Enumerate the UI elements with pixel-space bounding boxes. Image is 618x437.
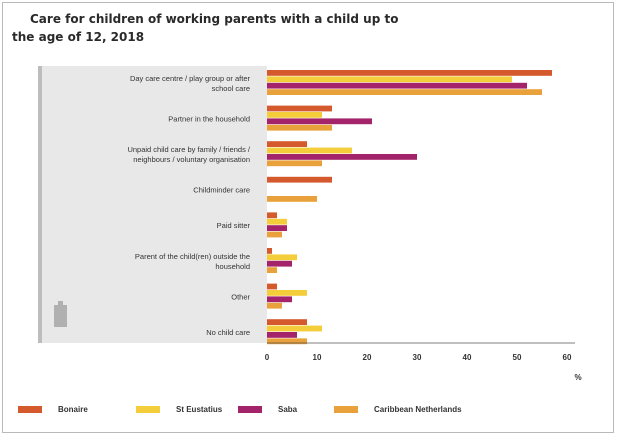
bar-caribbean-netherlands bbox=[267, 267, 277, 273]
bar-caribbean-netherlands bbox=[267, 124, 332, 131]
bar-bonaire bbox=[267, 248, 272, 254]
legend-swatch bbox=[334, 406, 358, 413]
legend-label: Bonaire bbox=[58, 405, 88, 414]
category-label: No child care bbox=[206, 328, 250, 337]
bar-bonaire bbox=[267, 176, 332, 183]
bar-caribbean-netherlands bbox=[267, 89, 542, 95]
bar-saba bbox=[267, 82, 527, 89]
category-label: Paid sitter bbox=[217, 221, 251, 230]
bar-bonaire bbox=[267, 283, 277, 290]
bar-caribbean-netherlands bbox=[267, 160, 322, 167]
category-label: Childminder care bbox=[193, 186, 250, 195]
bar-saba bbox=[267, 225, 287, 231]
panel-corner-icon bbox=[54, 305, 67, 327]
bar-st-eustatius bbox=[267, 76, 512, 83]
legend-item: Saba bbox=[238, 405, 297, 414]
bar-saba bbox=[267, 118, 372, 125]
legend-label: Caribbean Netherlands bbox=[374, 405, 462, 414]
bar-bonaire bbox=[267, 141, 307, 147]
category-label: Partner in the household bbox=[168, 114, 250, 123]
bar-st-eustatius bbox=[267, 325, 322, 332]
plot-background bbox=[38, 66, 267, 343]
x-tick-label: 50 bbox=[513, 353, 522, 362]
chart-title: Care for children of working parents wit… bbox=[12, 10, 432, 46]
x-axis-label: % bbox=[574, 373, 581, 382]
category-label: Parent of the child(ren) outside the hous… bbox=[135, 252, 250, 271]
x-tick-label: 10 bbox=[313, 353, 322, 362]
panel-corner-icon-cap bbox=[58, 301, 63, 305]
legend-swatch bbox=[136, 406, 160, 413]
bar-caribbean-netherlands bbox=[267, 302, 282, 309]
legend-item: Caribbean Netherlands bbox=[334, 405, 462, 414]
bar-st-eustatius bbox=[267, 147, 352, 154]
plot-edge-strip bbox=[38, 66, 42, 343]
chart-title-line-1: Care for children of working parents wit… bbox=[30, 12, 399, 26]
x-tick-label: 0 bbox=[265, 353, 270, 362]
bar-bonaire bbox=[267, 319, 307, 325]
bar-saba bbox=[267, 260, 292, 267]
bar-st-eustatius bbox=[267, 254, 297, 261]
x-tick-label: 20 bbox=[363, 353, 372, 362]
bar-st-eustatius bbox=[267, 290, 307, 296]
legend-item: St Eustatius bbox=[136, 405, 222, 414]
bar-caribbean-netherlands bbox=[267, 196, 317, 202]
chart-legend: Bonaire St Eustatius Saba Caribbean Netherl… bbox=[18, 405, 598, 421]
x-tick-label: 40 bbox=[463, 353, 472, 362]
bar-bonaire bbox=[267, 212, 277, 219]
x-tick-label: 30 bbox=[413, 353, 422, 362]
x-tick-label: 60 bbox=[563, 353, 572, 362]
bar-caribbean-netherlands bbox=[267, 338, 307, 345]
bar-st-eustatius bbox=[267, 112, 322, 118]
legend-label: St Eustatius bbox=[176, 405, 223, 414]
chart-title-line-2: the age of 12, 2018 bbox=[12, 30, 145, 44]
bar-saba bbox=[267, 154, 417, 160]
bar-st-eustatius bbox=[267, 218, 287, 225]
bar-saba bbox=[267, 296, 292, 303]
bar-saba bbox=[267, 332, 297, 338]
bar-caribbean-netherlands bbox=[267, 231, 282, 238]
legend-label: Saba bbox=[278, 405, 298, 414]
bar-bonaire bbox=[267, 70, 552, 76]
category-label: Other bbox=[231, 292, 250, 301]
legend-swatch bbox=[238, 406, 262, 413]
legend-swatch bbox=[18, 406, 42, 413]
bar-chart: Day care centre / play group or after sch… bbox=[38, 66, 582, 382]
category-label: Day care centre / play group or after sch… bbox=[130, 74, 251, 93]
bar-bonaire bbox=[267, 105, 332, 112]
legend-item: Bonaire bbox=[18, 405, 88, 414]
category-label: Unpaid child care by family / friends / n… bbox=[127, 145, 250, 164]
